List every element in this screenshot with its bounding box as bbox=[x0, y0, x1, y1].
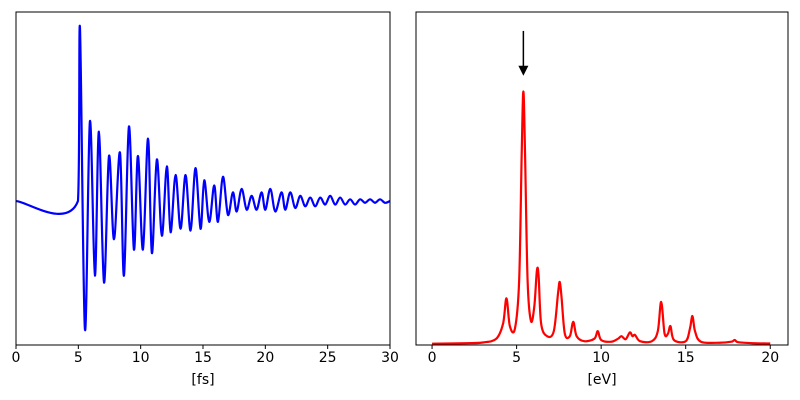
axes-frame bbox=[415, 11, 789, 346]
x-axis-label: [fs] bbox=[191, 372, 214, 388]
axes-frame bbox=[15, 11, 391, 346]
x-tick-label: 15 bbox=[677, 350, 695, 366]
x-tick-label: 5 bbox=[512, 350, 521, 366]
signal-line bbox=[432, 90, 771, 345]
x-tick-label: 15 bbox=[194, 350, 212, 366]
x-tick-label: 10 bbox=[132, 350, 150, 366]
x-tick-label: 0 bbox=[12, 350, 21, 366]
x-axis-label: [eV] bbox=[587, 372, 616, 388]
x-tick-label: 5 bbox=[74, 350, 83, 366]
signal-line bbox=[15, 24, 391, 331]
x-tick-label: 30 bbox=[381, 350, 399, 366]
arrow-head bbox=[518, 65, 529, 76]
x-tick-label: 20 bbox=[256, 350, 274, 366]
x-tick-label: 20 bbox=[761, 350, 779, 366]
x-tick-label: 0 bbox=[428, 350, 437, 366]
x-tick-label: 10 bbox=[592, 350, 610, 366]
x-tick-label: 25 bbox=[319, 350, 337, 366]
